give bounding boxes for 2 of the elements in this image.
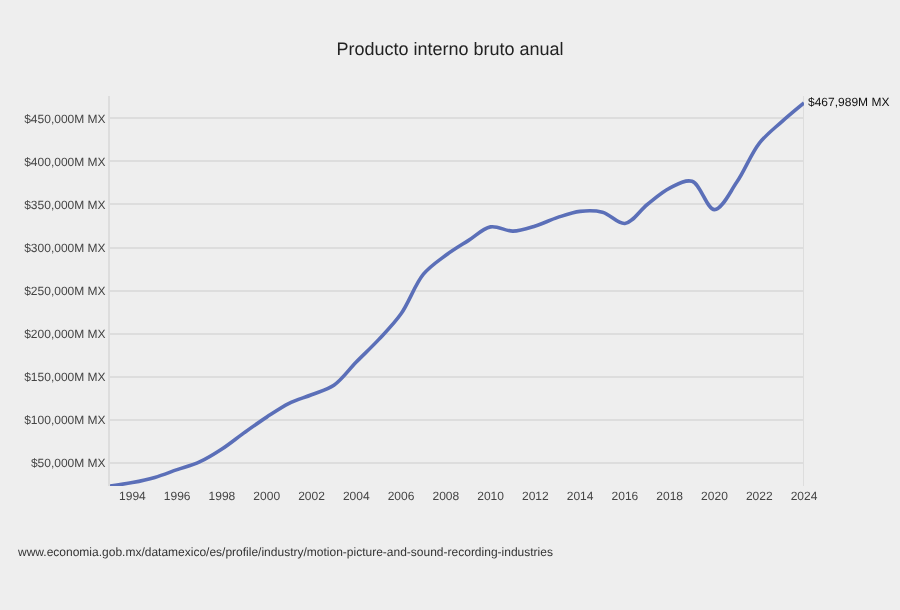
line-series <box>110 101 804 486</box>
chart-title: Producto interno bruto anual <box>336 39 564 60</box>
